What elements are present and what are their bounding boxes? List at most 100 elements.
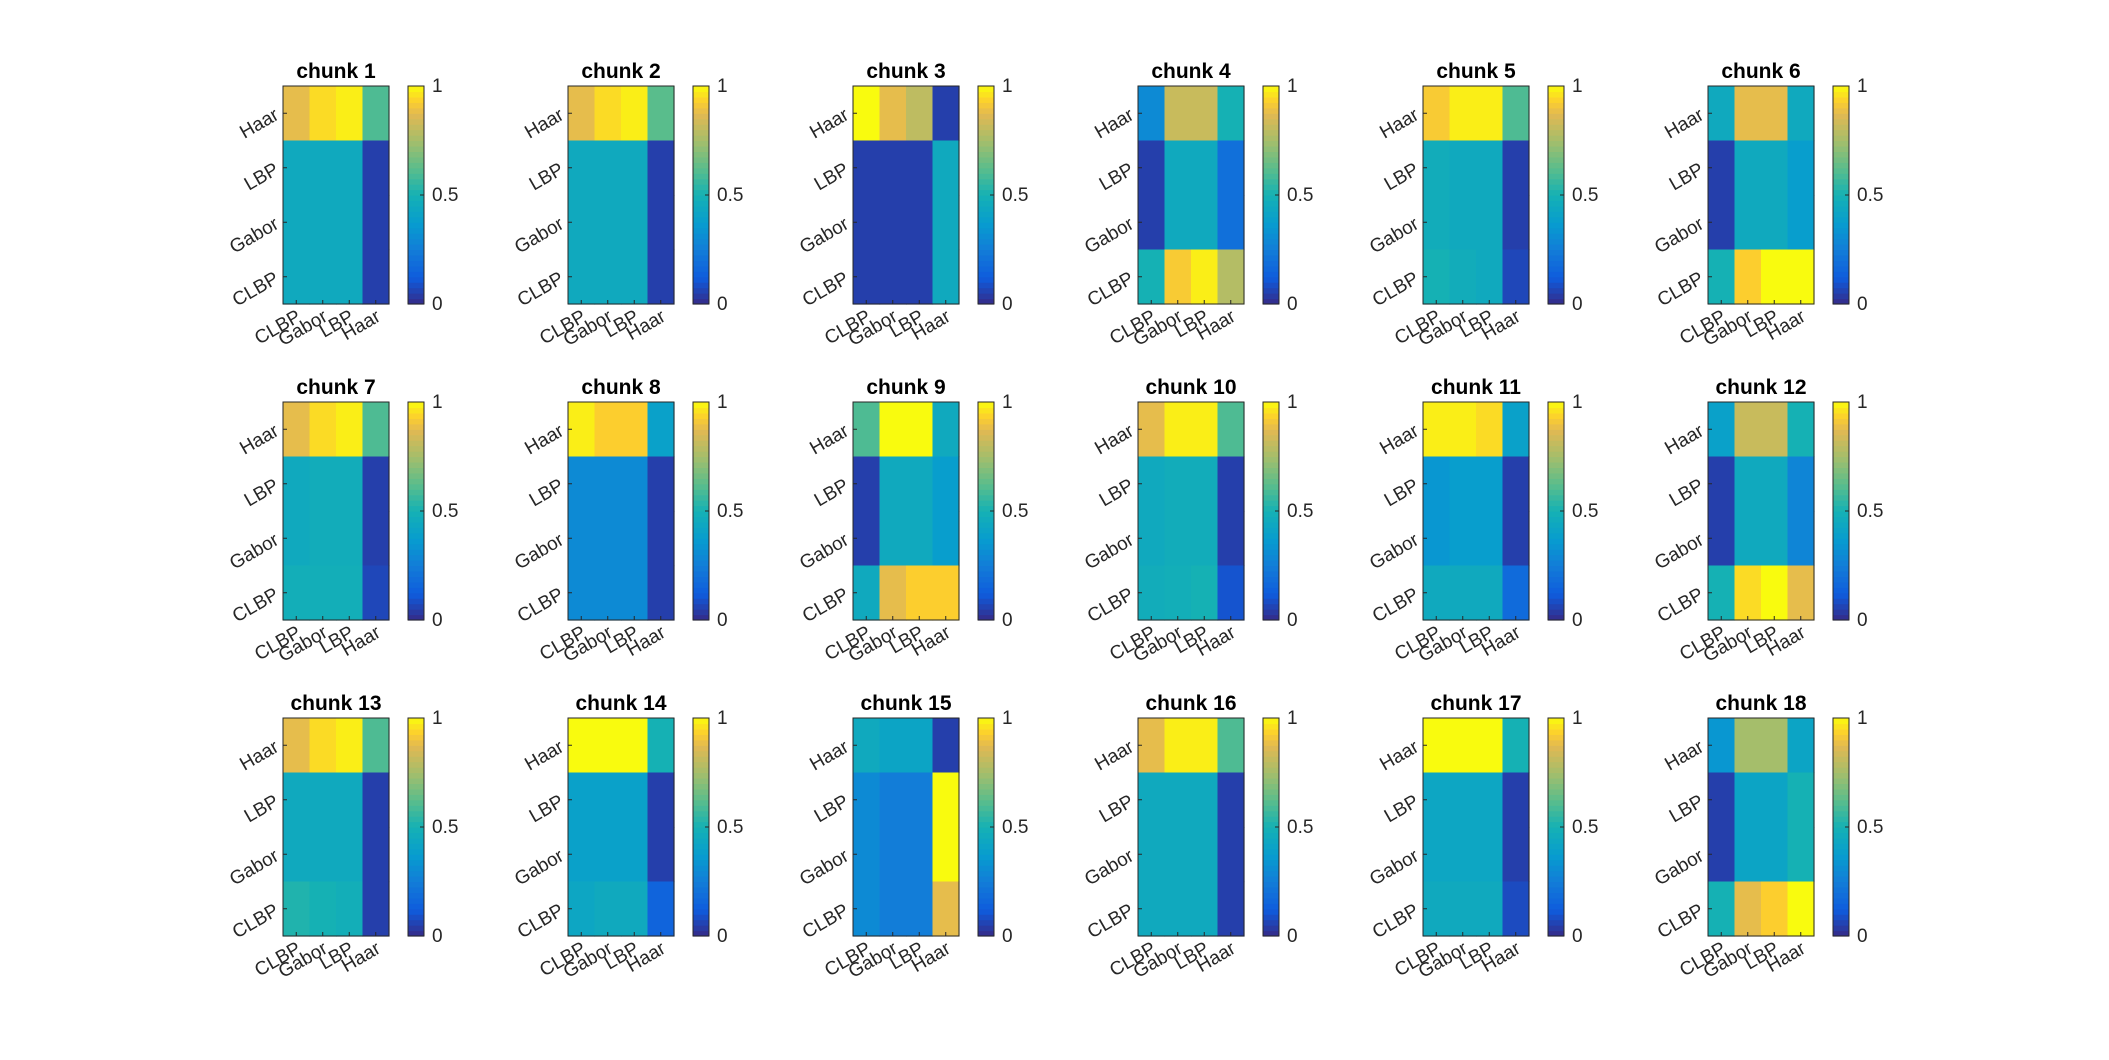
colorbar-segment [1548,195,1564,202]
colorbar-segment [1548,886,1564,893]
heatmap-cell [621,249,649,305]
colorbar-segment [1548,767,1564,774]
colorbar-segment [693,925,709,932]
colorbar-segment [1548,925,1564,932]
colorbar-segment [408,293,424,300]
colorbar-segment [1263,287,1279,294]
colorbar-segment [1263,816,1279,823]
heatmap-cell [1191,511,1219,567]
colorbar-segment [1833,287,1849,294]
colorbar-segment [978,265,994,272]
heatmap-cell [1191,249,1219,305]
colorbar-segment [1263,423,1279,430]
heatmap-cell [362,718,390,774]
colorbar-segment [1263,113,1279,120]
colorbar-segment [408,832,424,839]
heatmap-cell [362,456,390,512]
colorbar-segment [1548,162,1564,169]
colorbar-segment [978,483,994,490]
colorbar-segment [978,827,994,834]
colorbar-tick-label: 1 [1572,392,1583,413]
colorbar-segment [693,837,709,844]
heatmap-cell [568,249,596,305]
colorbar-segment [1833,118,1849,125]
colorbar-segment [408,532,424,539]
colorbar-segment [1548,200,1564,207]
heatmap-cell [1164,511,1192,567]
heatmap-cell [1423,565,1451,621]
colorbar-segment [408,276,424,283]
colorbar-segment [408,254,424,261]
colorbar-segment [1263,614,1279,621]
colorbar-segment [1548,560,1564,567]
heatmap-panel-14: chunk 14HaarLBPGaborCLBPCLBPGaborLBPHaar… [511,692,743,983]
colorbar-segment [1263,91,1279,98]
colorbar-segment [693,494,709,501]
colorbar-segment [1263,107,1279,114]
colorbar-segment [978,489,994,496]
heatmap-cell [853,249,881,305]
colorbar-tick-label: 0 [1857,610,1868,631]
heatmap-cell [1476,772,1504,828]
colorbar-tick-label: 1 [1287,708,1298,729]
colorbar-segment [408,516,424,523]
colorbar-segment [693,570,709,577]
colorbar-segment [1833,876,1849,883]
colorbar-segment [978,881,994,888]
y-tick-label: LBP [526,475,568,511]
colorbar-segment [1263,549,1279,556]
heatmap-cell [1734,827,1762,883]
colorbar-segment [1263,478,1279,485]
colorbar-segment [1263,554,1279,561]
colorbar-segment [693,865,709,872]
colorbar-segment [408,298,424,305]
heatmap-cell [1502,827,1530,883]
colorbar-segment [408,603,424,610]
heatmap-cell [568,511,596,567]
colorbar-tick-label: 1 [1002,708,1013,729]
colorbar-segment [1548,407,1564,414]
heatmap-cell [1217,565,1245,621]
colorbar-segment [978,527,994,534]
colorbar-tick-label: 1 [432,392,443,413]
colorbar-segment [1833,570,1849,577]
heatmap-cell [1217,140,1245,196]
colorbar-segment [1833,848,1849,855]
colorbar-tick-label: 1 [1572,76,1583,97]
heatmap-cell [1734,718,1762,774]
colorbar-segment [978,854,994,861]
heatmap-cell [879,140,907,196]
colorbar-segment [693,124,709,131]
colorbar-segment [978,135,994,142]
colorbar-segment [1833,91,1849,98]
colorbar-segment [1548,260,1564,267]
colorbar-segment [978,772,994,779]
colorbar-segment [408,91,424,98]
colorbar-segment [1263,472,1279,479]
colorbar-segment [1263,151,1279,158]
y-tick-label: CLBP [1654,584,1707,627]
y-tick-label: CLBP [514,584,567,627]
colorbar-segment [1833,538,1849,545]
colorbar-segment [1833,222,1849,229]
colorbar-segment [1833,162,1849,169]
colorbar-segment [1263,86,1279,93]
colorbar-segment [1833,402,1849,409]
y-tick-label: Haar [521,104,568,143]
colorbar-segment [1548,140,1564,147]
colorbar-segment [693,821,709,828]
y-tick-label: CLBP [1369,268,1422,311]
colorbar-segment [1548,854,1564,861]
colorbar-segment [408,124,424,131]
colorbar-segment [1548,500,1564,507]
colorbar-tick-label: 0.5 [1287,185,1313,206]
colorbar-segment [408,930,424,937]
colorbar-tick-label: 1 [717,392,728,413]
y-tick-label: LBP [1666,791,1708,827]
colorbar-segment [978,532,994,539]
colorbar-segment [978,429,994,436]
heatmap-cell [1138,456,1166,512]
y-tick-label: LBP [1381,475,1423,511]
heatmap-cell [309,718,337,774]
